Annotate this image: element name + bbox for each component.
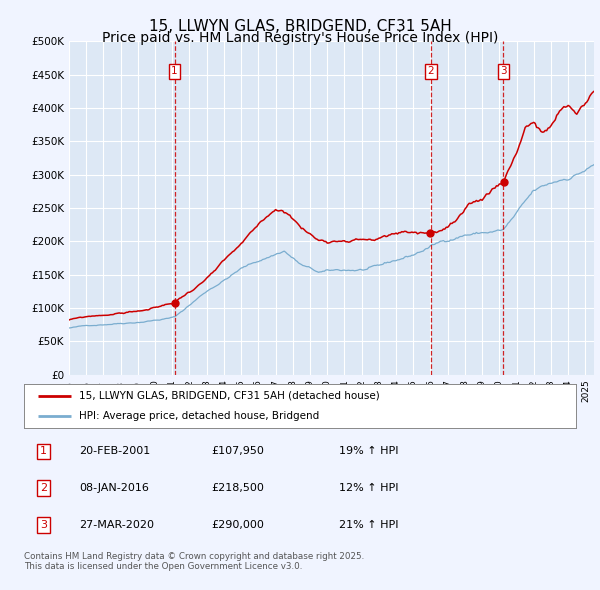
Text: 1: 1 [171,66,178,76]
Text: 27-MAR-2020: 27-MAR-2020 [79,520,154,530]
Text: 15, LLWYN GLAS, BRIDGEND, CF31 5AH (detached house): 15, LLWYN GLAS, BRIDGEND, CF31 5AH (deta… [79,391,380,401]
Text: 19% ↑ HPI: 19% ↑ HPI [338,447,398,457]
Text: £290,000: £290,000 [212,520,265,530]
Text: £107,950: £107,950 [212,447,265,457]
Text: 15, LLWYN GLAS, BRIDGEND, CF31 5AH: 15, LLWYN GLAS, BRIDGEND, CF31 5AH [149,19,451,34]
Text: 3: 3 [500,66,507,76]
Text: 2: 2 [40,483,47,493]
Text: £218,500: £218,500 [212,483,265,493]
Text: 1: 1 [40,447,47,457]
Text: 12% ↑ HPI: 12% ↑ HPI [338,483,398,493]
Text: Contains HM Land Registry data © Crown copyright and database right 2025.
This d: Contains HM Land Registry data © Crown c… [24,552,364,571]
Text: Price paid vs. HM Land Registry's House Price Index (HPI): Price paid vs. HM Land Registry's House … [102,31,498,45]
Text: 2: 2 [428,66,434,76]
Text: 3: 3 [40,520,47,530]
Text: 08-JAN-2016: 08-JAN-2016 [79,483,149,493]
Text: HPI: Average price, detached house, Bridgend: HPI: Average price, detached house, Brid… [79,411,319,421]
Text: 21% ↑ HPI: 21% ↑ HPI [338,520,398,530]
Text: 20-FEB-2001: 20-FEB-2001 [79,447,151,457]
